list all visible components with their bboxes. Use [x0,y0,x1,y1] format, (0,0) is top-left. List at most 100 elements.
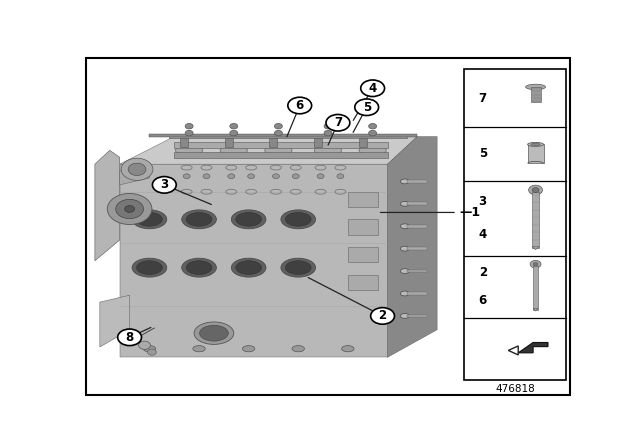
Ellipse shape [194,322,234,345]
Circle shape [369,124,376,129]
Ellipse shape [186,212,212,226]
Ellipse shape [200,325,228,341]
Circle shape [533,263,538,266]
Circle shape [288,97,312,114]
Circle shape [121,158,153,181]
Bar [348,220,378,235]
Text: 4: 4 [479,228,487,241]
Circle shape [337,174,344,179]
Ellipse shape [182,210,216,229]
Bar [174,142,388,148]
Ellipse shape [314,145,342,155]
Text: 6: 6 [296,99,304,112]
Circle shape [292,174,300,179]
Circle shape [228,174,235,179]
Bar [180,138,188,147]
Ellipse shape [231,258,266,277]
Polygon shape [388,137,437,358]
Circle shape [125,206,134,212]
Text: 8: 8 [125,331,134,344]
Polygon shape [532,246,539,250]
Bar [465,69,566,380]
Bar [408,314,428,317]
Bar [169,134,407,138]
Ellipse shape [292,345,305,352]
Ellipse shape [285,261,311,275]
Ellipse shape [175,145,203,155]
Circle shape [116,199,143,219]
Ellipse shape [132,258,167,277]
Bar [408,225,428,228]
Circle shape [275,124,282,129]
Ellipse shape [401,291,410,296]
Text: 5: 5 [363,101,371,114]
Bar [174,152,388,158]
Circle shape [248,174,255,179]
Polygon shape [120,137,417,164]
Circle shape [275,130,282,136]
Bar [408,202,428,205]
Bar [225,138,233,147]
Text: 5: 5 [479,147,487,160]
Bar [359,138,367,147]
Polygon shape [120,164,388,358]
Bar [314,138,322,147]
Circle shape [185,130,193,136]
Circle shape [529,185,543,195]
Circle shape [108,194,152,224]
Bar [408,292,428,295]
Ellipse shape [143,345,156,352]
Ellipse shape [285,212,311,226]
Bar [150,134,417,137]
Ellipse shape [401,246,410,251]
Polygon shape [533,308,538,311]
Circle shape [118,329,141,345]
Circle shape [371,308,394,324]
Ellipse shape [236,212,262,226]
Bar [408,270,428,272]
Bar [408,247,428,250]
Bar [532,192,539,248]
Bar [531,87,541,102]
Polygon shape [518,342,548,353]
Ellipse shape [401,179,410,184]
Text: 7: 7 [334,116,342,129]
Text: 2: 2 [378,310,387,323]
Ellipse shape [401,314,410,319]
Polygon shape [95,151,120,261]
Circle shape [355,99,379,116]
Ellipse shape [220,145,248,155]
Ellipse shape [136,261,163,275]
Ellipse shape [136,212,163,226]
Ellipse shape [527,142,543,146]
Ellipse shape [281,258,316,277]
Ellipse shape [401,269,410,273]
Text: 476818: 476818 [495,384,535,394]
Circle shape [152,177,176,193]
Bar [348,275,378,290]
Circle shape [138,341,150,349]
Bar [269,138,277,147]
Circle shape [530,260,541,268]
Circle shape [532,188,539,193]
Text: 2: 2 [479,267,487,280]
Bar [527,144,543,164]
Bar [408,180,428,183]
Ellipse shape [342,345,354,352]
Ellipse shape [281,210,316,229]
Ellipse shape [401,224,410,228]
Ellipse shape [525,84,545,90]
Text: 6: 6 [479,294,487,307]
Bar [348,247,378,263]
Circle shape [361,80,385,96]
Circle shape [203,174,210,179]
Text: —1: —1 [460,206,481,219]
Circle shape [185,124,193,129]
Bar [348,192,378,207]
Text: 3: 3 [479,195,487,208]
Ellipse shape [401,202,410,206]
Ellipse shape [243,345,255,352]
Ellipse shape [182,258,216,277]
Ellipse shape [132,210,167,229]
Ellipse shape [236,261,262,275]
